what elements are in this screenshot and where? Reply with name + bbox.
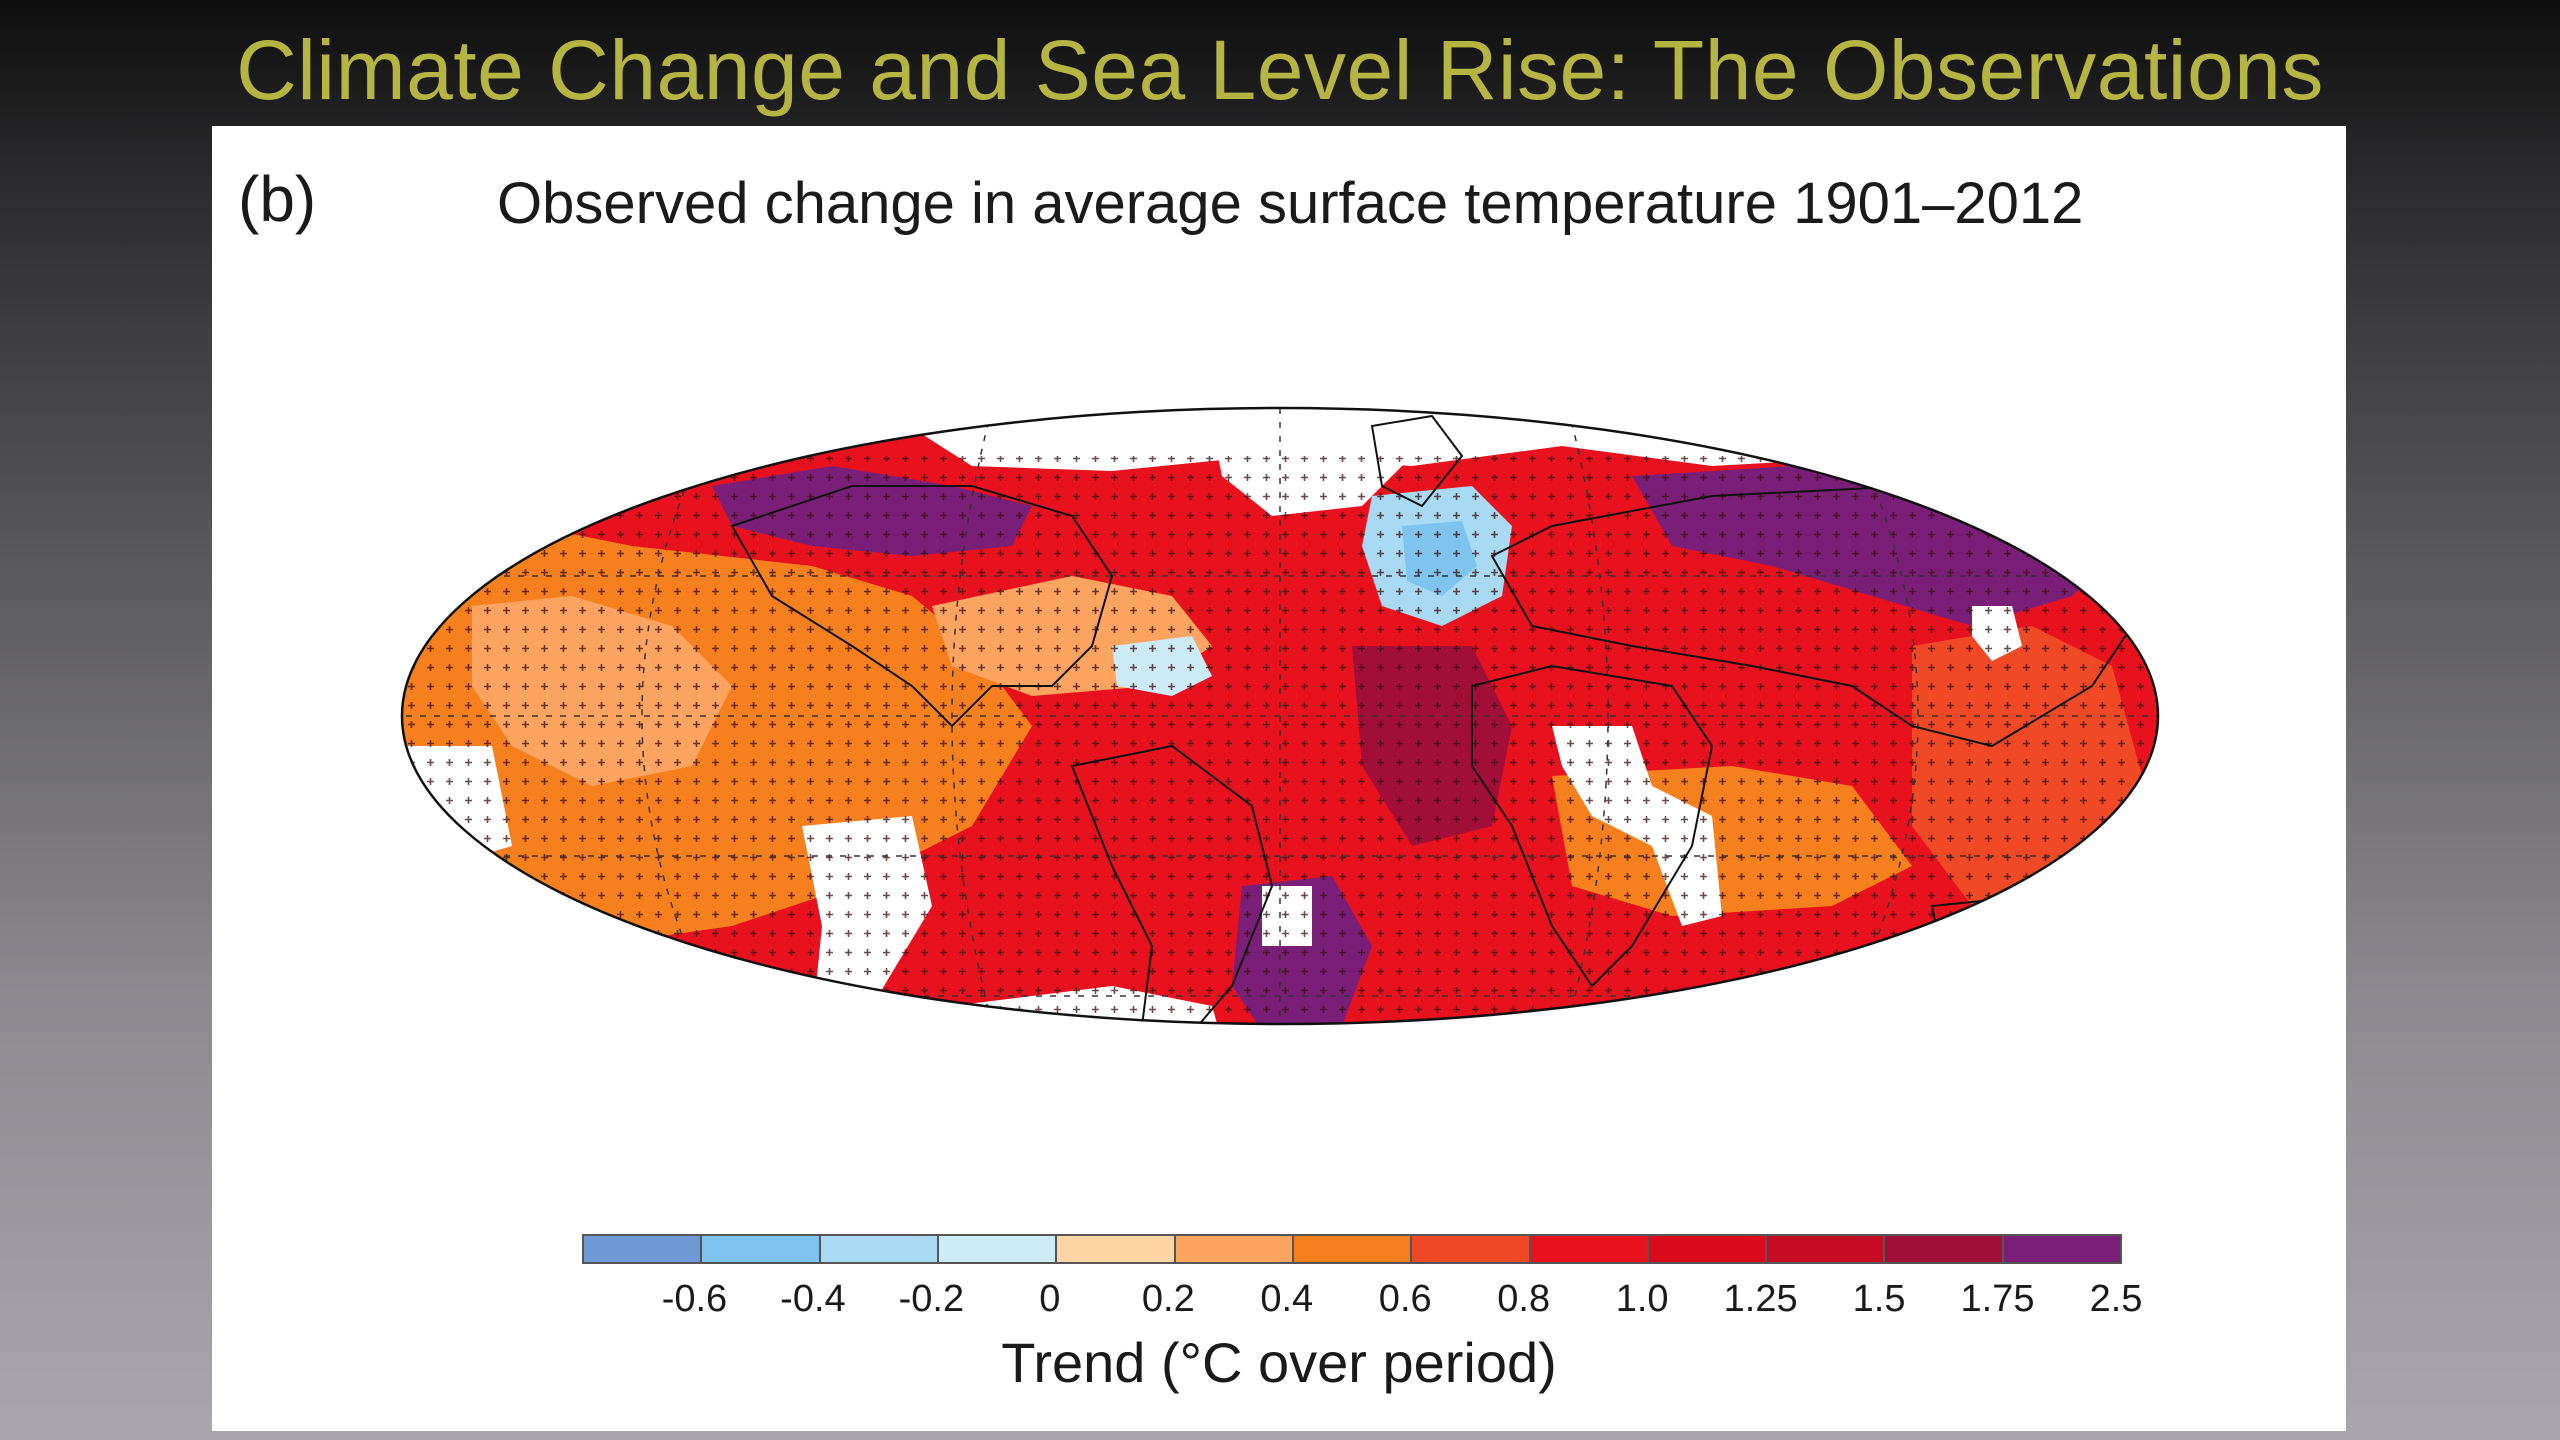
colorbar-segment bbox=[2003, 1236, 2121, 1262]
colorbar-segment bbox=[702, 1236, 821, 1262]
colorbar-tick-label: 1.75 bbox=[1960, 1278, 2035, 1320]
colorbar-tick-label: 0.8 bbox=[1497, 1278, 1551, 1320]
colorbar-tick-label: 2.5 bbox=[2089, 1278, 2143, 1320]
colorbar-title: Trend (°C over period) bbox=[1001, 1331, 1557, 1394]
panel-label: (b) bbox=[238, 163, 317, 235]
colorbar-segment bbox=[1293, 1236, 1413, 1262]
colorbar-segment bbox=[1530, 1236, 1649, 1262]
colorbar-tick-label: -0.2 bbox=[898, 1278, 965, 1320]
map-field bbox=[392, 408, 2342, 1226]
colorbar bbox=[582, 1234, 2122, 1264]
colorbar-segment bbox=[1885, 1236, 2004, 1262]
colorbar-segment bbox=[938, 1236, 1058, 1262]
colorbar-tick-label: 0.6 bbox=[1378, 1278, 1432, 1320]
colorbar-segment bbox=[1648, 1236, 1768, 1262]
map-outline bbox=[400, 406, 2160, 1026]
slide-title: Climate Change and Sea Level Rise: The O… bbox=[236, 23, 2324, 117]
colorbar-tick-label: 1.5 bbox=[1852, 1278, 1906, 1320]
colorbar-tick-label: 1.25 bbox=[1723, 1278, 1798, 1320]
colorbar-tick-label: 1.0 bbox=[1615, 1278, 1669, 1320]
southern-ocean-no-data bbox=[392, 1031, 2172, 1076]
colorbar-tick-label: -0.4 bbox=[780, 1278, 846, 1320]
antarctica-no-data bbox=[392, 1046, 2172, 1226]
temperature-trend-map bbox=[392, 406, 2342, 1226]
west-pacific-no-data bbox=[2222, 726, 2342, 886]
map-title: Observed change in average surface tempe… bbox=[497, 171, 2084, 236]
colorbar-segment bbox=[1767, 1236, 1886, 1262]
colorbar-segment bbox=[584, 1236, 703, 1262]
figure-panel: (b) Observed change in average surface t… bbox=[212, 126, 2346, 1431]
colorbar-segment bbox=[1057, 1236, 1176, 1262]
colorbar-tick-label: 0.2 bbox=[1141, 1278, 1195, 1320]
significance-stipple bbox=[402, 456, 2158, 1024]
colorbar-segment bbox=[820, 1236, 939, 1262]
colorbar-segment bbox=[1412, 1236, 1531, 1262]
colorbar-tick-label: 0 bbox=[1039, 1278, 1061, 1320]
colorbar-tick-label: 0.4 bbox=[1260, 1278, 1314, 1320]
colorbar-segment bbox=[1175, 1236, 1294, 1262]
colorbar-tick-label: -0.6 bbox=[661, 1278, 728, 1320]
southern-ocean-strong-warming bbox=[1752, 1021, 1912, 1024]
